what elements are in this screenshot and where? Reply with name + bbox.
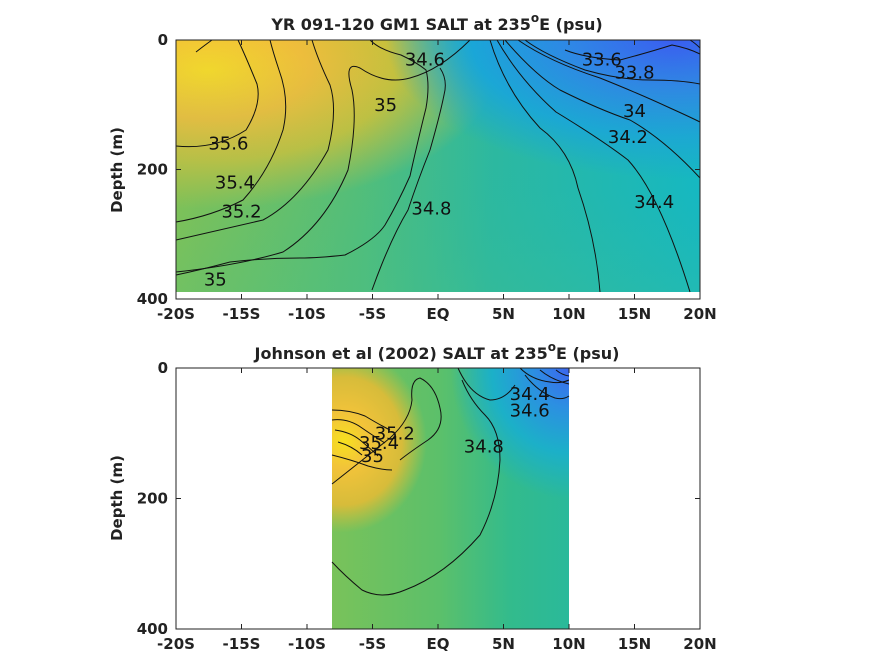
contour-label-top: 35.2 xyxy=(221,202,261,223)
ticks-top: -20S -15S -10S -5S EQ 5N 10N 15N 20N 0 200 400 xyxy=(137,31,717,323)
y-tick-label-top: 200 xyxy=(137,161,168,179)
y-tick-label-bottom: 400 xyxy=(137,620,168,638)
contour-lines-top xyxy=(175,39,701,293)
contour-label-top: 33.6 xyxy=(582,49,622,70)
contour-label-top: 35.4 xyxy=(215,172,255,193)
x-tick-label-top: 5N xyxy=(492,305,515,323)
contour-label-top: 35 xyxy=(204,270,227,291)
contour-label-top: 34.4 xyxy=(634,192,674,213)
x-tick-label-top: 10N xyxy=(552,305,585,323)
x-tick-label-top: EQ xyxy=(427,305,450,323)
x-tick-label-top: -10S xyxy=(288,305,326,323)
x-tick-label-top: 15N xyxy=(618,305,651,323)
panel-top: 33.633.8 34 34.2 34.4 34.6 34.8 35 35 35.2 35.4 35… xyxy=(108,11,717,323)
x-tick-label-top: -5S xyxy=(359,305,386,323)
contour-label-top: 33.8 xyxy=(614,62,654,83)
x-tick-label-top: -15S xyxy=(223,305,261,323)
x-tick-label-top: 20N xyxy=(683,305,716,323)
contour-lines-bottom xyxy=(331,367,570,596)
panel-bottom: 34.434.6 34.8 35.235.435 -20S -15S -10S -5S EQ… xyxy=(108,340,717,653)
x-tick-label-bottom: -5S xyxy=(359,635,386,653)
salinity-field-bottom xyxy=(332,368,569,629)
contour-label-bottom: 34.6 xyxy=(510,400,550,421)
ticks-bottom: -20S -15S -10S -5S EQ 5N 10N 15N 20N 0 200 400 xyxy=(137,359,717,653)
x-tick-label-bottom: EQ xyxy=(427,635,450,653)
x-tick-label-bottom: 5N xyxy=(492,635,515,653)
x-tick-label-bottom: 15N xyxy=(618,635,651,653)
y-tick-label-top: 400 xyxy=(137,290,168,308)
x-tick-label-bottom: -10S xyxy=(288,635,326,653)
y-tick-label-bottom: 0 xyxy=(158,359,168,377)
contour-label-bottom: 35.4 xyxy=(359,433,399,454)
x-tick-label-bottom: -20S xyxy=(157,635,195,653)
contour-label-top: 34.6 xyxy=(405,49,445,70)
x-tick-label-top: -20S xyxy=(157,305,195,323)
contour-label-top: 34.8 xyxy=(411,198,451,219)
x-tick-label-bottom: -15S xyxy=(223,635,261,653)
contour-label-top: 35.6 xyxy=(208,134,248,155)
y-axis-label-bottom: Depth (m) xyxy=(108,455,126,541)
contour-labels-top: 33.633.8 34 34.2 34.4 34.6 34.8 35 35 35.2 35.4 35… xyxy=(204,49,674,290)
y-tick-label-top: 0 xyxy=(158,31,168,49)
contour-label-top: 35 xyxy=(374,95,397,116)
x-tick-label-bottom: 20N xyxy=(683,635,716,653)
contour-label-top: 34 xyxy=(623,101,646,122)
contour-label-bottom: 35.2 xyxy=(375,423,415,444)
contour-label-bottom: 34.4 xyxy=(510,384,550,405)
contour-labels-bottom: 34.434.6 34.8 35.235.435 xyxy=(359,384,550,467)
contour-label-top: 34.2 xyxy=(608,127,648,148)
chart-title-top: YR 091-120 GM1 SALT at 235oE (psu) xyxy=(270,11,602,34)
chart-title-bottom: Johnson et al (2002) SALT at 235oE (psu) xyxy=(254,340,620,363)
y-tick-label-bottom: 200 xyxy=(137,490,168,508)
contour-label-bottom: 34.8 xyxy=(464,436,504,457)
x-tick-label-bottom: 10N xyxy=(552,635,585,653)
y-axis-label-top: Depth (m) xyxy=(108,127,126,213)
salinity-field-top xyxy=(176,40,700,292)
contour-label-bottom: 35 xyxy=(361,446,384,467)
